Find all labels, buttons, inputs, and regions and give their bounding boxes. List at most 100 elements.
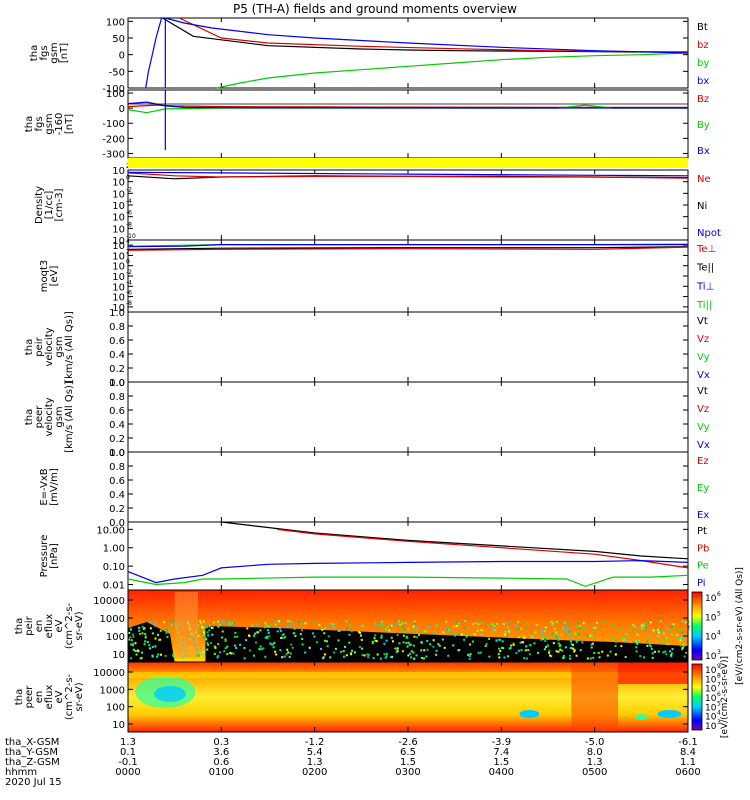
spectrogram-pixel xyxy=(452,632,455,635)
spectrogram-pixel xyxy=(382,627,385,630)
x-axis-value: 0100 xyxy=(209,767,234,778)
spectrogram-pixel xyxy=(528,644,531,647)
legend-entry: Bt xyxy=(697,22,708,33)
spectrogram-pixel xyxy=(460,633,463,636)
spectrogram-pixel xyxy=(642,623,645,626)
spectrogram-pixel xyxy=(315,641,318,644)
spectrogram-pixel xyxy=(681,631,684,634)
spectrogram-pixel xyxy=(141,625,144,628)
spectrogram-pixel xyxy=(659,620,662,623)
y-tick-label: 0.6 xyxy=(109,336,125,347)
spectrogram-pixel xyxy=(224,647,227,650)
colorbar-tick-label: 10 xyxy=(705,633,717,643)
y-tick-label: 0.8 xyxy=(109,392,125,403)
spectrogram-pixel xyxy=(412,644,415,647)
spectrogram-pixel xyxy=(457,649,460,652)
y-tick-label: 0.2 xyxy=(109,364,125,375)
spectrogram-pixel xyxy=(598,656,601,659)
spectrogram-pixel xyxy=(555,631,558,634)
spectrogram-pixel xyxy=(281,634,284,637)
spectrogram-pixel xyxy=(437,643,440,646)
y-axis-label: velocity xyxy=(44,397,55,436)
spectrogram-pixel xyxy=(231,622,234,625)
spectrogram-pixel xyxy=(606,654,609,657)
spectrogram-pixel xyxy=(348,633,351,636)
spectrogram-pixel xyxy=(442,631,445,634)
y-tick-label: 1000 xyxy=(100,685,125,696)
spectrogram-pixel xyxy=(510,644,513,647)
spectrogram-pixel xyxy=(551,633,554,636)
spectrogram-pixel xyxy=(256,631,259,634)
legend-entry: Vz xyxy=(697,334,709,345)
spectrogram-pixel xyxy=(531,635,534,638)
spectrogram-pixel xyxy=(142,628,145,631)
spectrogram-pixel xyxy=(666,643,669,646)
spectrogram-pixel xyxy=(577,633,580,636)
colorbar-tick-label: 10 xyxy=(705,652,717,662)
spectrogram-pixel xyxy=(212,621,215,624)
spectrogram-pixel xyxy=(413,620,416,623)
spectrogram-pixel xyxy=(327,635,330,638)
spectrogram-pixel xyxy=(670,655,673,658)
spectrogram-pixel xyxy=(132,635,135,638)
spectrogram-pixel xyxy=(154,624,157,627)
spectrogram-pixel xyxy=(562,627,565,630)
spectrogram-pixel xyxy=(575,625,578,628)
spectrogram-pixel xyxy=(670,633,673,636)
spectrogram-pixel xyxy=(321,628,324,631)
spectrogram-blob xyxy=(657,710,682,718)
y-tick-exponent: -10 xyxy=(126,233,136,240)
spectrogram-blob xyxy=(635,714,648,720)
spectrogram-pixel xyxy=(653,650,656,653)
spectrogram-pixel xyxy=(662,651,665,654)
spectrogram-pixel xyxy=(673,626,676,629)
y-tick-label: 0.8 xyxy=(109,322,125,333)
x-axis-value: 0.6 xyxy=(213,757,229,768)
spectrogram-pixel xyxy=(632,641,635,644)
spectrogram-pixel xyxy=(517,621,520,624)
spectrogram-pixel xyxy=(424,630,427,633)
y-axis-label: en xyxy=(34,691,45,704)
series-line-by xyxy=(216,52,689,89)
spectrogram-band xyxy=(618,662,688,684)
spectrogram-pixel xyxy=(507,626,510,629)
y-tick-label: 10 xyxy=(112,720,125,731)
spectrogram-pixel xyxy=(350,630,353,633)
spectrogram-pixel xyxy=(137,650,140,653)
x-axis-value: 1.3 xyxy=(120,737,136,748)
spectrogram-pixel xyxy=(520,641,523,644)
spectrogram-pixel xyxy=(259,645,262,648)
spectrogram-pixel xyxy=(413,635,416,638)
colorbar-tick-exponent: 6 xyxy=(717,691,721,698)
y-tick-label: 10 xyxy=(112,303,125,314)
spectrogram-pixel xyxy=(617,628,620,631)
spectrogram-pixel xyxy=(337,629,340,632)
spectrogram-pixel xyxy=(390,656,393,659)
spectrogram-pixel xyxy=(206,642,209,645)
spectrogram-pixel xyxy=(224,639,227,642)
legend-entry: Vy xyxy=(697,422,710,433)
spectrogram-pixel xyxy=(589,657,592,660)
series-line-bz xyxy=(179,17,689,53)
spectrogram-pixel xyxy=(670,625,673,628)
y-tick-label: 10 xyxy=(112,282,125,293)
spectrogram-pixel xyxy=(491,623,494,626)
spectrogram-pixel xyxy=(496,622,499,625)
spectrogram-pixel xyxy=(286,625,289,628)
spectrogram-pixel xyxy=(318,623,321,626)
spectrogram-pixel xyxy=(288,655,291,658)
spectrogram-pixel xyxy=(670,652,673,655)
spectrogram-pixel xyxy=(387,625,390,628)
spectrogram-pixel xyxy=(398,622,401,625)
spectrogram-pixel xyxy=(202,631,205,634)
spectrogram-pixel xyxy=(632,623,635,626)
panel-pressure: 10.00 1.00 0.10 0.01 Pressure [nPa] Pt Pb Pe Pi xyxy=(39,521,709,591)
spectrogram-pixel xyxy=(324,653,327,656)
spectrogram-pixel xyxy=(165,629,168,632)
spectrogram-pixel xyxy=(204,636,207,639)
y-tick-label: 1.0 xyxy=(109,448,125,459)
spectrogram-pixel xyxy=(216,656,219,659)
spectrogram-pixel xyxy=(525,645,528,648)
y-tick-label: 10 xyxy=(112,241,125,252)
spectrogram-pixel xyxy=(667,628,670,631)
